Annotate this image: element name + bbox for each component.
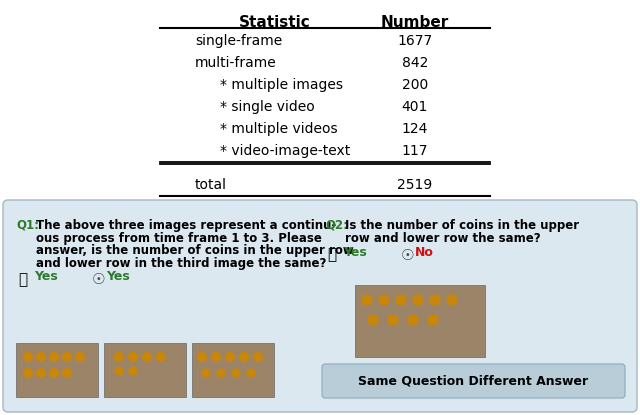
Text: and lower row in the third image the same?: and lower row in the third image the sam… — [36, 256, 326, 269]
Text: Q2:: Q2: — [325, 219, 348, 232]
Circle shape — [49, 352, 58, 361]
FancyBboxPatch shape — [192, 343, 274, 397]
Text: total: total — [195, 178, 227, 192]
Circle shape — [143, 352, 152, 361]
Circle shape — [129, 352, 138, 361]
Circle shape — [198, 352, 207, 361]
Text: 401: 401 — [402, 100, 428, 114]
Circle shape — [239, 352, 248, 361]
Circle shape — [63, 369, 72, 378]
Circle shape — [447, 295, 457, 305]
Circle shape — [413, 295, 423, 305]
Text: Same Question Different Answer: Same Question Different Answer — [358, 374, 589, 388]
Text: Is the number of coins in the upper: Is the number of coins in the upper — [345, 219, 579, 232]
Text: * video-image-text: * video-image-text — [220, 144, 350, 158]
Circle shape — [253, 352, 262, 361]
Circle shape — [24, 369, 33, 378]
Text: 200: 200 — [402, 78, 428, 92]
Circle shape — [115, 352, 124, 361]
Circle shape — [76, 352, 84, 361]
Text: 117: 117 — [402, 144, 428, 158]
Text: single-frame: single-frame — [195, 34, 282, 48]
Circle shape — [202, 369, 210, 377]
FancyBboxPatch shape — [355, 285, 485, 357]
Text: * single video: * single video — [220, 100, 315, 114]
FancyBboxPatch shape — [3, 200, 637, 412]
Text: 🧒: 🧒 — [327, 247, 336, 263]
Text: Q1:: Q1: — [16, 219, 39, 232]
Text: 842: 842 — [402, 56, 428, 70]
Circle shape — [211, 352, 221, 361]
Circle shape — [379, 295, 389, 305]
FancyBboxPatch shape — [16, 343, 98, 397]
Text: Yes: Yes — [106, 271, 130, 283]
Text: row and lower row the same?: row and lower row the same? — [345, 232, 541, 244]
Circle shape — [24, 352, 33, 361]
Text: 124: 124 — [402, 122, 428, 136]
Text: multi-frame: multi-frame — [195, 56, 276, 70]
Text: Yes: Yes — [34, 271, 58, 283]
Circle shape — [129, 367, 137, 375]
Text: 🧒: 🧒 — [18, 273, 27, 288]
Circle shape — [396, 295, 406, 305]
Text: Statistic: Statistic — [239, 15, 311, 30]
Text: Number: Number — [381, 15, 449, 30]
Text: answer, is the number of coins in the upper row: answer, is the number of coins in the up… — [36, 244, 354, 257]
Text: Yes: Yes — [343, 246, 367, 259]
Circle shape — [63, 352, 72, 361]
Text: No: No — [415, 246, 434, 259]
Circle shape — [225, 352, 234, 361]
Circle shape — [115, 367, 123, 375]
Circle shape — [247, 369, 255, 377]
Circle shape — [217, 369, 225, 377]
Circle shape — [36, 352, 45, 361]
Text: ous process from time frame 1 to 3. Please: ous process from time frame 1 to 3. Plea… — [36, 232, 322, 244]
Text: * multiple videos: * multiple videos — [220, 122, 338, 136]
Circle shape — [49, 369, 58, 378]
Circle shape — [428, 315, 438, 325]
Text: ☉: ☉ — [401, 247, 415, 263]
Text: 2519: 2519 — [397, 178, 433, 192]
Circle shape — [362, 295, 372, 305]
FancyBboxPatch shape — [104, 343, 186, 397]
Circle shape — [36, 369, 45, 378]
Text: * multiple images: * multiple images — [220, 78, 343, 92]
Text: 1677: 1677 — [397, 34, 433, 48]
Text: The above three images represent a continu-: The above three images represent a conti… — [36, 219, 336, 232]
Circle shape — [232, 369, 240, 377]
FancyBboxPatch shape — [322, 364, 625, 398]
Circle shape — [388, 315, 398, 325]
Circle shape — [408, 315, 418, 325]
Circle shape — [157, 352, 166, 361]
Text: ☉: ☉ — [92, 273, 106, 288]
Circle shape — [368, 315, 378, 325]
Circle shape — [430, 295, 440, 305]
